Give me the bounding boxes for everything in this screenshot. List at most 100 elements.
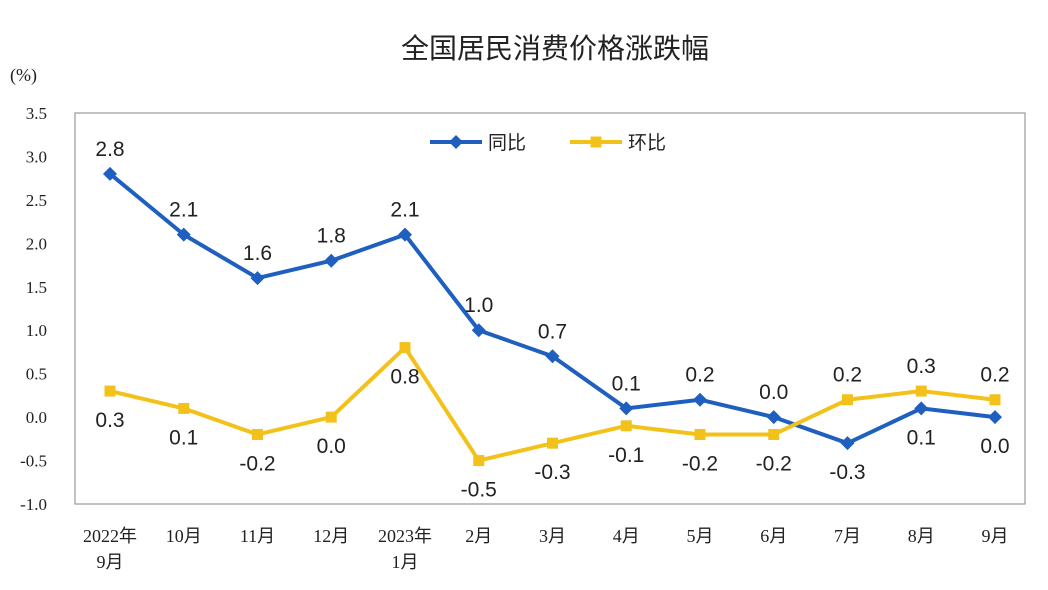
x-tick-line: 7月 (834, 526, 861, 546)
x-tick-label: 6月 (760, 526, 787, 546)
data-point (842, 394, 853, 406)
data-point (989, 394, 1001, 406)
y-tick-label: -0.5 (20, 452, 47, 471)
data-point (324, 253, 339, 268)
x-tick-line: 11月 (240, 526, 275, 546)
x-tick-line: 2月 (465, 526, 492, 546)
x-tick-label: 12月 (313, 526, 349, 546)
x-tick-label: 7月 (834, 526, 861, 546)
plot-area (74, 112, 1026, 505)
x-tick-label: 2月 (465, 526, 492, 546)
data-label: 2.1 (169, 199, 198, 222)
data-label: 0.1 (612, 372, 641, 395)
x-tick-label: 10月 (166, 526, 202, 546)
data-label: 1.8 (317, 225, 346, 248)
x-tick-label: 2023年 1月 (378, 526, 432, 572)
x-tick-label: 8月 (908, 526, 935, 546)
x-tick-line: 5月 (687, 526, 714, 546)
legend-marker (449, 135, 463, 149)
y-tick-label: 1.0 (26, 321, 47, 340)
data-label: 0.7 (538, 320, 567, 343)
data-label: -0.3 (534, 461, 570, 484)
data-labels: 2.8 2.1 1.6 1.8 2.1 1.0 0.7 0.1 0.2 0.0 -0.3 0.1 0.0… (95, 138, 1009, 502)
data-point (547, 437, 558, 449)
data-point (103, 166, 117, 181)
data-label: -0.5 (461, 479, 497, 502)
data-label: 0.2 (980, 364, 1009, 387)
y-unit-label: (%) (10, 65, 37, 86)
x-tick-line: 2023年 (378, 526, 432, 546)
x-tick-line: 8月 (908, 526, 935, 546)
data-point (693, 392, 707, 407)
x-tick-line: 3月 (539, 526, 566, 546)
x-tick-label: 4月 (613, 526, 640, 546)
y-tick-label: 2.5 (26, 191, 47, 210)
data-point (988, 410, 1002, 425)
data-point (325, 411, 337, 423)
y-tick-label: 2.0 (26, 234, 47, 253)
data-point (252, 428, 263, 440)
data-label: -0.3 (829, 461, 865, 484)
x-tick-label: 3月 (539, 526, 566, 546)
chart-title: 全国居民消费价格涨跌幅 (401, 32, 709, 65)
data-point (766, 410, 781, 425)
y-tick-label: -1.0 (20, 495, 47, 514)
x-tick-line: 1月 (392, 552, 419, 572)
data-point (915, 385, 927, 397)
data-point (619, 401, 634, 416)
data-point (471, 323, 486, 338)
data-label: 0.1 (169, 426, 198, 449)
data-label: 2.8 (95, 138, 124, 161)
data-label: -0.1 (608, 444, 644, 467)
x-tick-line: 6月 (760, 526, 787, 546)
data-point (840, 436, 855, 451)
series-markers (103, 166, 1002, 467)
data-point (398, 227, 412, 242)
y-axis: 3.5 3.0 2.5 2.0 1.5 1.0 0.5 0.0 -0.5 -1.0 (20, 104, 47, 514)
data-label: 2.1 (390, 199, 419, 222)
data-label: 0.2 (833, 364, 862, 387)
y-tick-label: 3.0 (26, 147, 47, 166)
series-line-0 (108, 172, 996, 446)
x-tick-label: 9月 (982, 526, 1009, 546)
data-label: 0.3 (907, 355, 936, 378)
data-point (250, 271, 265, 286)
legend-label: 环比 (628, 132, 666, 154)
x-tick-line: 4月 (613, 526, 640, 546)
x-tick-line: 2022年 (83, 526, 137, 546)
data-point (620, 420, 632, 432)
data-label: -0.2 (682, 452, 718, 475)
data-label: 0.0 (317, 435, 346, 458)
data-label: 1.0 (464, 294, 493, 317)
x-axis: 2022年 9月 10月 11月 12月 2023年 1月 2月 3月 4月 5月 6月 7月 8月 9月 (83, 526, 1009, 572)
data-point (473, 455, 485, 467)
data-label: 0.8 (390, 366, 419, 389)
series-lines (108, 172, 996, 463)
data-label: -0.2 (239, 452, 275, 475)
data-point (178, 402, 190, 414)
x-tick-label: 11月 (240, 526, 275, 546)
data-point (104, 385, 116, 397)
data-label: -0.2 (756, 452, 792, 475)
legend-marker (590, 136, 602, 148)
legend-label: 同比 (488, 132, 526, 154)
data-label: 0.0 (759, 381, 788, 404)
y-tick-label: 0.5 (26, 365, 47, 384)
x-tick-label: 2022年 9月 (83, 526, 137, 572)
x-tick-line: 12月 (313, 526, 349, 546)
data-label: 0.0 (980, 435, 1009, 458)
data-point (176, 227, 191, 242)
x-tick-line: 9月 (97, 552, 124, 572)
data-label: 0.2 (685, 364, 714, 387)
data-point (694, 428, 706, 440)
data-point (768, 428, 780, 440)
x-tick-line: 9月 (982, 526, 1009, 546)
x-tick-line: 10月 (166, 526, 202, 546)
y-tick-label: 0.0 (26, 408, 47, 427)
data-label: 0.1 (907, 426, 936, 449)
data-point (545, 349, 560, 364)
x-tick-label: 5月 (687, 526, 714, 546)
y-tick-label: 1.5 (26, 278, 47, 297)
legend: 同比 环比 (430, 132, 666, 154)
